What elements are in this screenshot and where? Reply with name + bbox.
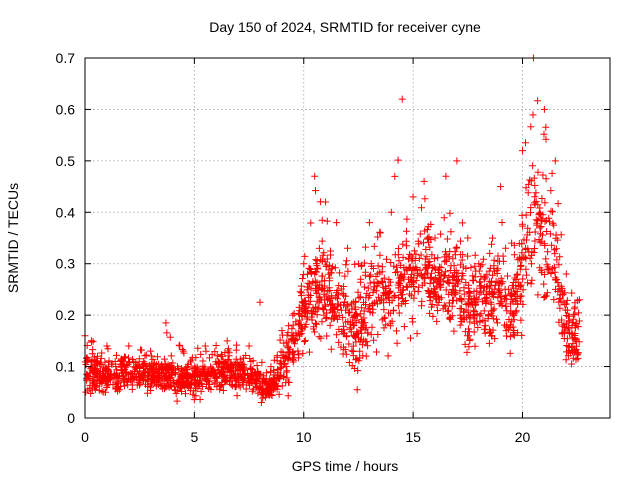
x-tick-label-1: 5: [190, 429, 198, 445]
plot-frame: [84, 57, 611, 419]
y-tick-label-3: 0.3: [56, 256, 76, 272]
x-tick-label-0: 0: [81, 429, 89, 445]
y-tick-label-2: 0.2: [56, 307, 76, 323]
y-tick-label-1: 0.1: [56, 359, 76, 375]
x-tick-label-2: 10: [296, 429, 312, 445]
y-tick-label-5: 0.5: [56, 153, 76, 169]
y-tick-label-6: 0.6: [56, 101, 76, 117]
data-points: [81, 54, 583, 406]
tick-labels: 0 5 10 15 20 0 0.1 0.2 0.3 0.4 0.5 0.6 0.7: [56, 50, 531, 445]
x-axis-label: GPS time / hours: [292, 458, 399, 474]
y-tick-label-4: 0.4: [56, 204, 76, 220]
x-tick-label-3: 15: [405, 429, 421, 445]
y-tick-label-0: 0: [67, 410, 75, 426]
y-axis-label: SRMTID / TECUs: [5, 183, 21, 293]
chart-title: Day 150 of 2024, SRMTID for receiver cyn…: [209, 19, 481, 35]
x-tick-label-4: 20: [515, 429, 531, 445]
y-tick-label-7: 0.7: [56, 50, 76, 66]
srmtid-series-markers: [81, 54, 583, 406]
